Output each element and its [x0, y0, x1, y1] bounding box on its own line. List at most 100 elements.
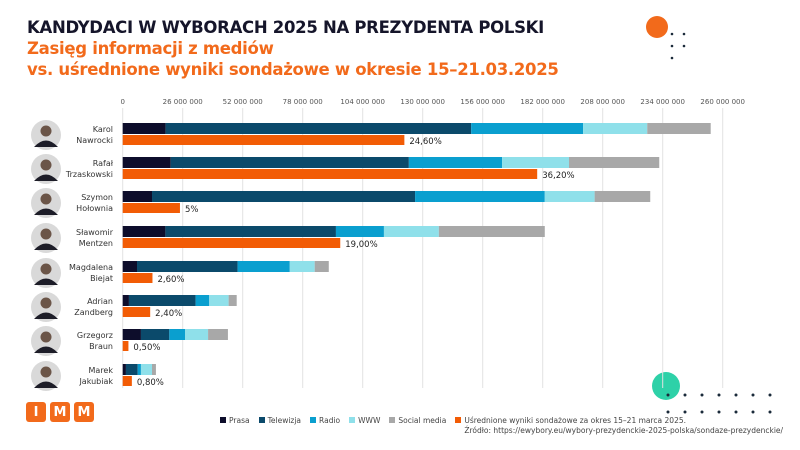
chart-title: KANDYDACI W WYBORACH 2025 NA PREZYDENTA …	[27, 18, 544, 37]
legend-survey: Uśrednione wyniki sondażowe za okres 15–…	[455, 416, 783, 436]
bar-prasa	[122, 226, 166, 237]
candidate-name: Marek	[89, 366, 114, 375]
decor-dot	[683, 393, 687, 397]
bar-survey	[122, 341, 129, 351]
decor-teal-circle	[652, 372, 680, 400]
survey-data-label: 2,60%	[157, 275, 184, 285]
decor-dot	[751, 393, 755, 397]
decor-dot	[666, 393, 670, 397]
candidate-name: Magdalena	[69, 263, 113, 272]
bar-social-media	[208, 329, 228, 340]
bar-social-media	[647, 123, 711, 134]
candidate-name: Karol	[93, 125, 113, 134]
decor-dot	[700, 393, 704, 397]
bar-survey	[122, 169, 538, 179]
bar-prasa	[122, 157, 171, 168]
avatar-body	[34, 312, 58, 319]
bar-social-media	[438, 226, 545, 237]
candidate-name: Rafał	[93, 159, 114, 168]
bar-social-media	[228, 295, 237, 306]
bar-www	[583, 123, 648, 134]
candidate-name: Biejat	[90, 274, 113, 283]
decor-dot	[682, 32, 686, 36]
bar-telewizja	[125, 364, 138, 375]
bar-social-media	[594, 191, 651, 202]
avatar-head	[40, 263, 52, 275]
candidate-name: Jakubiak	[78, 377, 113, 386]
legend: Prasa Telewizja Radio WWW Social media U…	[220, 416, 783, 436]
chart-subtitle-period: vs. uśrednione wyniki sondażowe w okresi…	[27, 60, 559, 79]
decor-dot	[683, 410, 687, 414]
x-tick-label: 260 000 000	[700, 98, 745, 106]
avatar-body	[34, 381, 58, 388]
candidate-name: Grzegorz	[77, 331, 113, 340]
legend-telewizja: Telewizja	[258, 416, 301, 436]
x-tick-label: 52 000 000	[223, 98, 263, 106]
decor-dot	[682, 44, 686, 48]
avatar-head	[40, 228, 52, 240]
decor-dot	[734, 410, 738, 414]
bar-radio	[195, 295, 210, 306]
decor-dot	[751, 410, 755, 414]
bar-radio	[415, 191, 545, 202]
bar-radio	[237, 261, 290, 272]
avatar-body	[34, 140, 58, 147]
bar-prasa	[122, 295, 129, 306]
bar-prasa	[122, 191, 153, 202]
avatar-body	[34, 174, 58, 181]
bar-prasa	[122, 364, 126, 375]
bar-www	[209, 295, 229, 306]
bar-radio	[408, 157, 503, 168]
candidate-name: Mentzen	[79, 239, 113, 248]
bar-prasa	[122, 261, 138, 272]
bar-www	[289, 261, 315, 272]
survey-data-label: 0,50%	[133, 343, 160, 353]
bar-prasa	[122, 329, 141, 340]
candidate-name: Sławomir	[76, 228, 114, 237]
legend-prasa: Prasa	[220, 416, 250, 436]
decor-dot	[717, 410, 721, 414]
decor-dot	[666, 410, 670, 414]
chart-subtitle: Zasięg informacji z mediów	[27, 39, 274, 58]
avatar-head	[40, 331, 52, 343]
x-tick-label: 130 000 000	[400, 98, 445, 106]
bar-telewizja	[165, 226, 336, 237]
source-note: Źródło: https://ewybory.eu/wybory-prezyd…	[464, 426, 784, 435]
survey-data-label: 5%	[185, 205, 199, 215]
candidate-name: Hołownia	[76, 204, 113, 213]
x-tick-label: 182 000 000	[520, 98, 565, 106]
avatar-body	[34, 346, 58, 353]
survey-data-label: 24,60%	[409, 137, 441, 147]
decor-dot	[768, 393, 772, 397]
avatar-body	[34, 243, 58, 250]
bar-survey	[122, 238, 341, 248]
x-tick-label: 104 000 000	[340, 98, 385, 106]
candidate-name: Braun	[89, 342, 113, 351]
decor-dot	[670, 32, 674, 36]
bar-survey	[122, 273, 153, 283]
decor-dot	[700, 410, 704, 414]
bar-www	[544, 191, 595, 202]
avatar-head	[40, 297, 52, 309]
avatar-head	[40, 193, 52, 205]
candidate-name: Trzaskowski	[65, 170, 113, 179]
bar-radio	[335, 226, 384, 237]
bar-radio	[169, 329, 186, 340]
bar-social-media	[152, 364, 156, 375]
bar-telewizja	[140, 329, 170, 340]
bar-www	[185, 329, 209, 340]
bar-telewizja	[165, 123, 472, 134]
x-tick-label: 208 000 000	[580, 98, 625, 106]
x-tick-label: 234 000 000	[640, 98, 685, 106]
decor-dot	[670, 56, 674, 60]
survey-data-label: 19,00%	[345, 240, 377, 250]
bar-www	[140, 364, 153, 375]
x-tick-label: 78 000 000	[283, 98, 323, 106]
candidate-name: Szymon	[81, 193, 113, 202]
survey-data-label: 0,80%	[137, 378, 164, 388]
avatar-head	[40, 159, 52, 171]
x-tick-label: 0	[120, 98, 124, 106]
avatar-head	[40, 125, 52, 137]
x-tick-label: 26 000 000	[163, 98, 203, 106]
